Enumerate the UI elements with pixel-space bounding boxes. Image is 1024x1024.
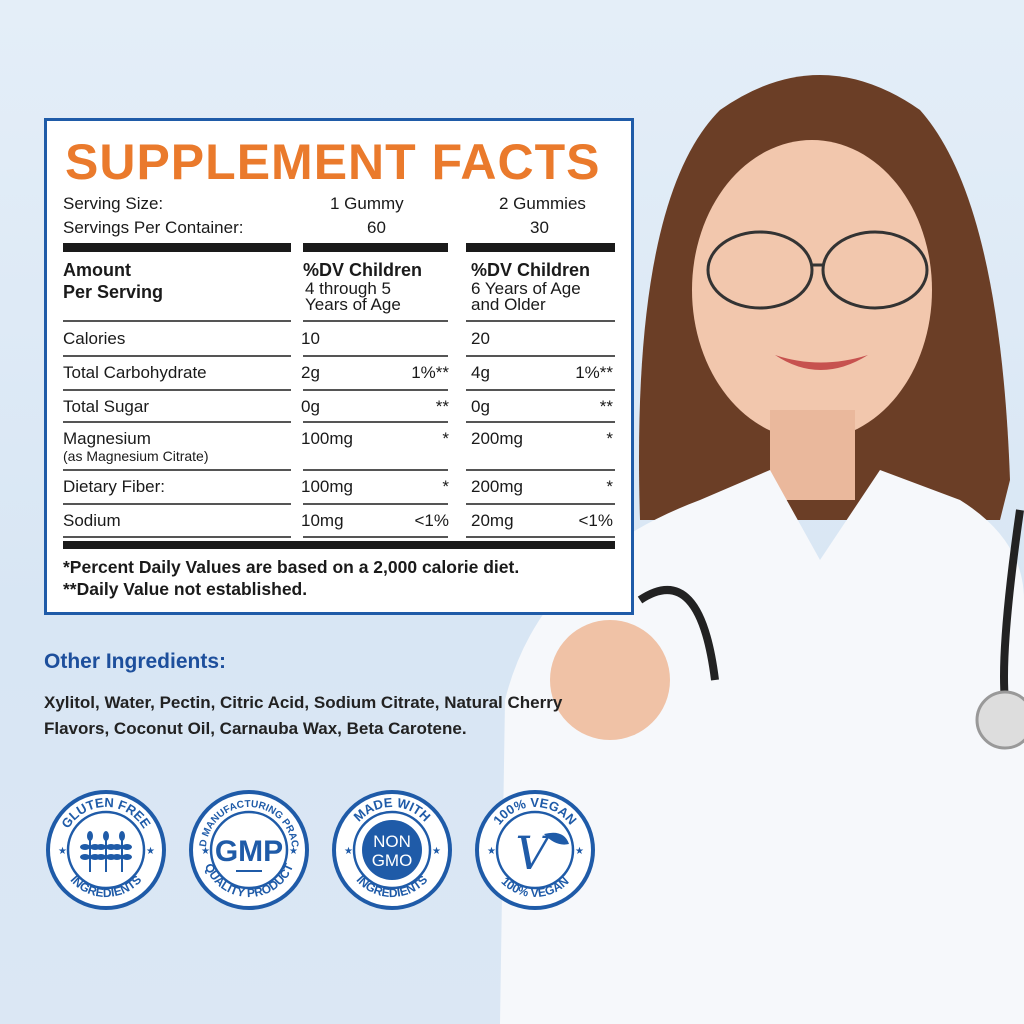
row-line (466, 421, 615, 423)
amount-2: 0g (471, 397, 490, 416)
serving-size-1: 1 Gummy (330, 194, 404, 213)
row-line (63, 469, 291, 471)
dv-1: 1%** (411, 363, 449, 382)
amount-2: 200mg (471, 477, 523, 496)
nutrient-name: Total Carbohydrate (63, 363, 207, 382)
svg-text:★: ★ (146, 846, 155, 857)
divider (63, 243, 291, 252)
servings-2: 30 (530, 218, 549, 237)
svg-text:★: ★ (432, 846, 441, 857)
supplement-facts-panel: SUPPLEMENT FACTS Serving Size: 1 Gummy 2… (44, 118, 634, 615)
row-line (303, 355, 448, 357)
badge-1: GOOD MANUFACTURING PRACTICE QUALITY PROD… (188, 789, 309, 910)
nutrient-name: Dietary Fiber: (63, 477, 166, 496)
servings-1: 60 (367, 218, 386, 237)
footnote-1: *Percent Daily Values are based on a 2,0… (63, 557, 520, 577)
badge-0: GLUTEN FREE INGREDIENTS ★ ★ (46, 790, 166, 910)
dv-1: <1% (414, 511, 450, 530)
badge-center-text: GMP (215, 835, 283, 868)
amount-2: 20mg (471, 511, 514, 530)
row-line (63, 536, 291, 538)
col3-title: %DV Children (471, 260, 591, 280)
row-line (303, 320, 448, 322)
amount-header-1: Amount (63, 260, 131, 280)
row-line (63, 503, 291, 505)
row-line (303, 536, 448, 538)
badge-center-text: GMO (372, 851, 413, 870)
nutrient-name: Total Sugar (63, 397, 149, 416)
row-line (303, 421, 448, 423)
amount-header-2: Per Serving (63, 282, 164, 302)
dv-2: <1% (578, 511, 614, 530)
servings-label: Servings Per Container: (63, 218, 244, 237)
row-line (303, 503, 448, 505)
badge-center-text: NON (373, 832, 411, 851)
amount-2: 4g (471, 363, 490, 382)
col3-sub2: and Older (471, 295, 546, 314)
row-line (466, 355, 615, 357)
row-line (466, 389, 615, 391)
row-line (303, 469, 448, 471)
other-ingredients-title: Other Ingredients: (44, 650, 227, 673)
svg-text:★: ★ (58, 846, 67, 857)
col2-title: %DV Children (303, 260, 423, 280)
col2-sub2: Years of Age (305, 295, 401, 314)
serving-size-label: Serving Size: (63, 194, 164, 213)
amount-1: 2g (301, 363, 320, 382)
svg-text:★: ★ (201, 846, 210, 857)
amount-1: 100mg (301, 429, 353, 448)
row-line (63, 389, 291, 391)
v-leaf-icon: V (515, 826, 569, 880)
nutrient-name: Calories (63, 329, 126, 348)
svg-text:★: ★ (344, 846, 353, 857)
dv-1: ** (435, 397, 449, 416)
row-line (63, 320, 291, 322)
divider (303, 243, 448, 252)
row-line (466, 469, 615, 471)
dv-2: 1%** (575, 363, 613, 382)
row-line (63, 355, 291, 357)
row-line (466, 320, 615, 322)
amount-1: 0g (301, 397, 320, 416)
dv-2: * (606, 477, 613, 496)
divider (63, 541, 615, 549)
amount-1: 10 (301, 329, 320, 348)
svg-text:★: ★ (487, 846, 496, 857)
nutrient-name: Magnesium (63, 429, 151, 448)
col2-sub1: 4 through 5 (305, 279, 392, 298)
svg-text:★: ★ (575, 846, 584, 857)
footnote-2: **Daily Value not established. (63, 579, 308, 599)
label-title: SUPPLEMENT FACTS (65, 134, 601, 190)
amount-1: 100mg (301, 477, 353, 496)
nutrient-sub: (as Magnesium Citrate) (63, 448, 209, 464)
row-line (63, 421, 291, 423)
other-ingredients-text: Xylitol, Water, Pectin, Citric Acid, Sod… (44, 693, 563, 738)
svg-text:★: ★ (289, 846, 298, 857)
amount-2: 200mg (471, 429, 523, 448)
amount-1: 10mg (301, 511, 344, 530)
nutrient-name: Sodium (63, 511, 121, 530)
amount-2: 20 (471, 329, 490, 348)
serving-size-2: 2 Gummies (499, 194, 586, 213)
dv-2: ** (599, 397, 613, 416)
dv-1: * (442, 477, 449, 496)
dv-1: * (442, 429, 449, 448)
divider (466, 243, 615, 252)
row-line (466, 503, 615, 505)
badge-3: 100% VEGAN 100% VEGAN ★ ★ V (475, 790, 595, 910)
row-line (303, 389, 448, 391)
wheat-icon (80, 831, 132, 872)
row-line (466, 536, 615, 538)
col3-sub1: 6 Years of Age (471, 279, 581, 298)
dv-2: * (606, 429, 613, 448)
